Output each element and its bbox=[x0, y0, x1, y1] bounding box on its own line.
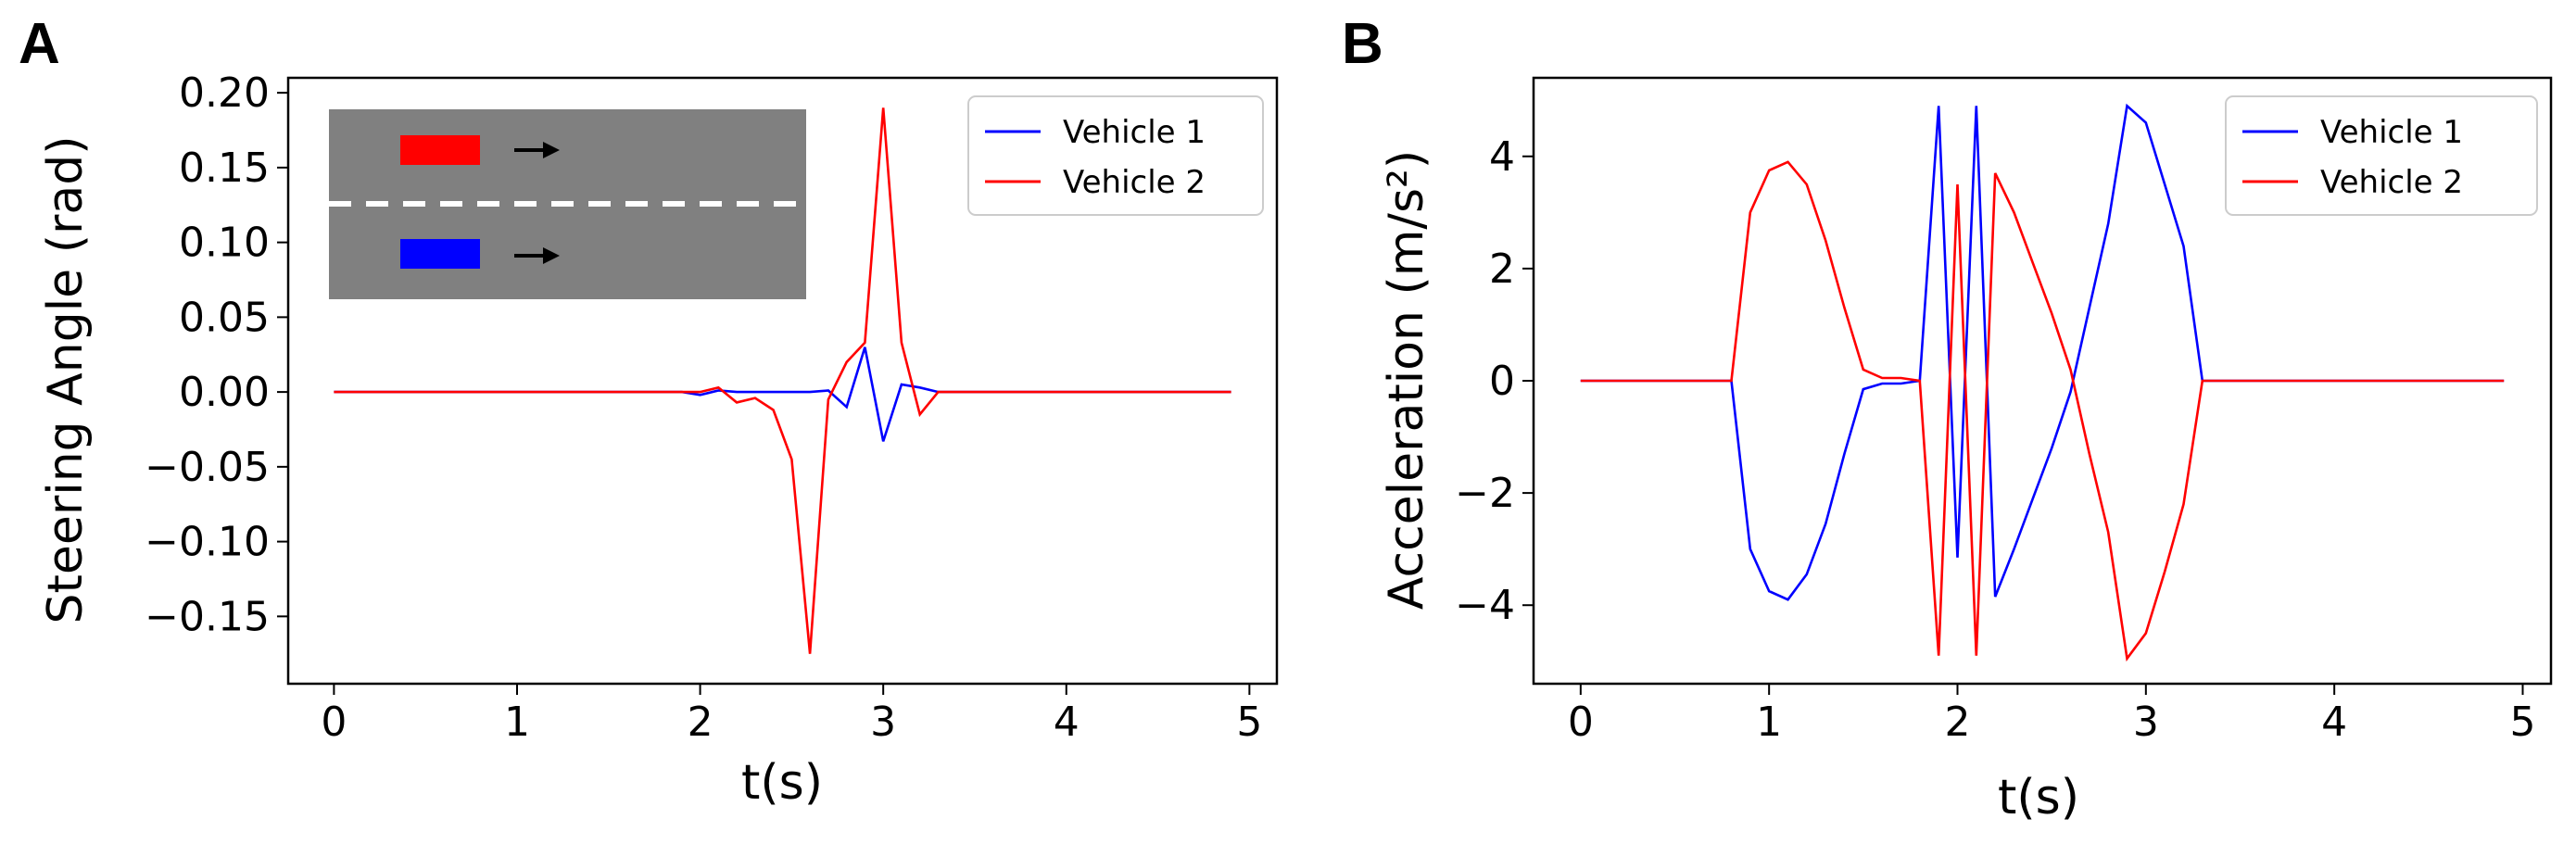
legend-box-b bbox=[2225, 95, 2538, 216]
legend-label-a-vehicle-1: Vehicle 1 bbox=[1063, 114, 1206, 151]
x-tick-label-b: 2 bbox=[1945, 699, 1971, 746]
x-axis-label-a: t(s) bbox=[741, 755, 823, 811]
series-line-b-vehicle-2 bbox=[1580, 160, 2505, 662]
x-axis-label-b: t(s) bbox=[1998, 770, 2079, 825]
series-group-b bbox=[1580, 103, 2505, 662]
x-tick-label-b: 4 bbox=[2321, 699, 2347, 746]
legend-label-b-vehicle-1: Vehicle 1 bbox=[2320, 114, 2463, 151]
y-axis-label-a: Steering Angle (rad) bbox=[38, 135, 94, 624]
x-tick-label-a: 1 bbox=[504, 699, 530, 746]
series-line-a-vehicle-2 bbox=[334, 107, 1231, 654]
legend-label-b-vehicle-2: Vehicle 2 bbox=[2320, 164, 2463, 201]
ticks-b: 0 1 2 3 4 5 4 2 0 −2 −4 bbox=[1455, 133, 2535, 746]
series-line-b-vehicle-1 bbox=[1580, 103, 2505, 601]
y-tick-label-b: 4 bbox=[1489, 133, 1515, 181]
series-group-a bbox=[334, 107, 1231, 654]
plot-frame-a bbox=[286, 76, 1279, 686]
x-tick-label-a: 5 bbox=[1236, 699, 1262, 746]
ticks-a: 0 1 2 3 4 5 0.20 0.15 0.10 0.05 0.00 −0.05 −0.10 −0.1… bbox=[145, 69, 1262, 746]
x-tick-label-b: 3 bbox=[2133, 699, 2159, 746]
x-tick-label-a: 2 bbox=[688, 699, 713, 746]
y-axis-label-b: Acceleration (m/s²) bbox=[1379, 150, 1434, 610]
x-tick-label-a: 4 bbox=[1054, 699, 1080, 746]
x-tick-label-b: 5 bbox=[2510, 699, 2536, 746]
x-tick-label-b: 0 bbox=[1568, 699, 1594, 746]
y-tick-label-a: 0.05 bbox=[179, 294, 270, 341]
legend-label-a-vehicle-2: Vehicle 2 bbox=[1063, 164, 1206, 201]
vehicle-1-icon bbox=[400, 239, 480, 269]
vehicle-2-icon bbox=[400, 135, 480, 165]
x-tick-label-b: 1 bbox=[1756, 699, 1782, 746]
y-tick-label-a: −0.05 bbox=[145, 444, 270, 491]
panel-label-a: A bbox=[19, 12, 60, 76]
road-inset bbox=[329, 109, 806, 299]
y-tick-label-b: −2 bbox=[1455, 470, 1515, 517]
panel-a: A 0 1 2 3 4 5 0.20 0.15 0.10 0.05 0.00 −0.05 −0.10 −0… bbox=[19, 12, 1279, 811]
y-tick-label-a: 0.00 bbox=[179, 369, 270, 416]
x-tick-label-a: 0 bbox=[321, 699, 347, 746]
y-tick-label-b: 0 bbox=[1489, 358, 1515, 405]
arrow-icon bbox=[514, 142, 560, 158]
y-tick-label-b: 2 bbox=[1489, 246, 1515, 293]
series-line-a-vehicle-1 bbox=[334, 346, 1231, 442]
legend-box-a bbox=[967, 95, 1264, 216]
y-tick-label-a: 0.10 bbox=[179, 220, 270, 267]
legend-b: Vehicle 1 Vehicle 2 bbox=[2225, 95, 2538, 216]
arrow-icon bbox=[514, 247, 560, 264]
y-tick-label-a: 0.20 bbox=[179, 69, 270, 117]
y-tick-label-b: −4 bbox=[1455, 582, 1515, 629]
y-tick-label-a: 0.15 bbox=[179, 145, 270, 192]
y-tick-label-a: −0.15 bbox=[145, 593, 270, 640]
x-tick-label-a: 3 bbox=[870, 699, 896, 746]
legend-a: Vehicle 1 Vehicle 2 bbox=[967, 95, 1264, 216]
y-tick-label-a: −0.10 bbox=[145, 519, 270, 566]
panel-label-b: B bbox=[1342, 12, 1383, 76]
